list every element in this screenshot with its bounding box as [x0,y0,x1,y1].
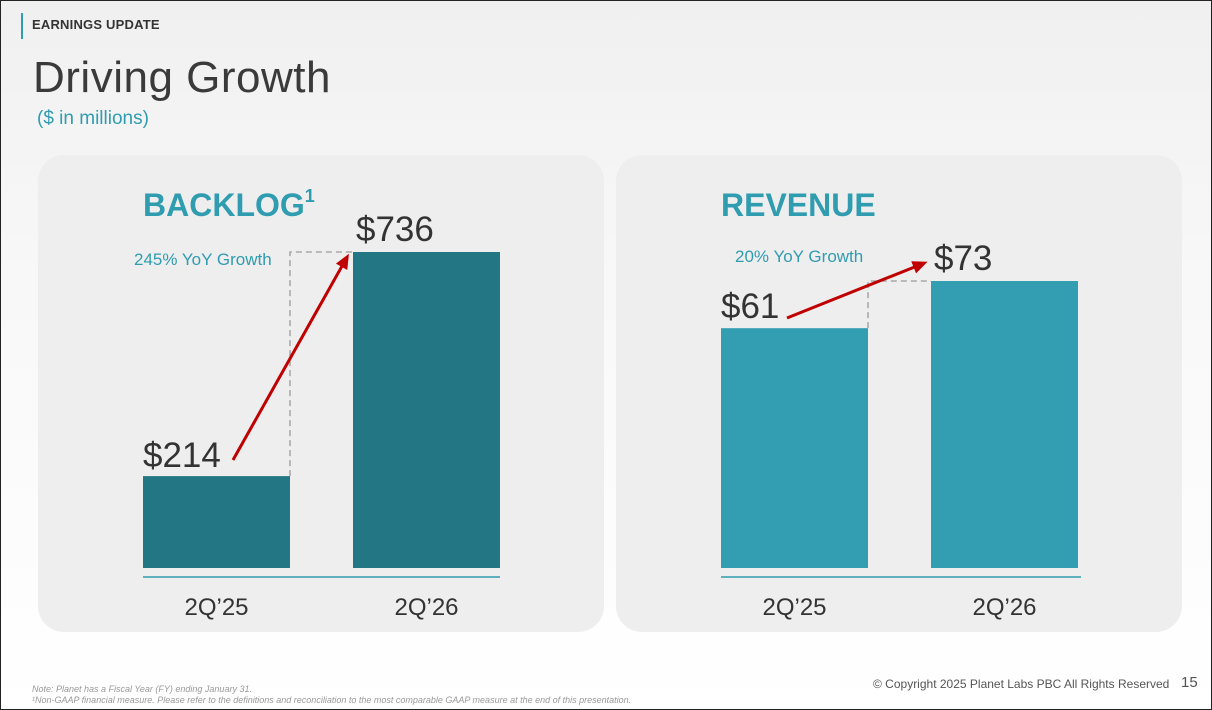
backlog-title-superscript: 1 [305,186,315,206]
footnote-non-gaap: ¹Non-GAAP financial measure. Please refe… [32,695,632,705]
revenue-bar-1 [721,328,868,568]
footnote-fiscal-year: Note: Planet has a Fiscal Year (FY) endi… [32,684,252,694]
revenue-chart-title: REVENUE [721,187,876,223]
page-title: Driving Growth [33,53,331,102]
backlog-bar-1 [143,476,290,568]
revenue-dashed-guide [867,280,931,329]
revenue-growth-label: 20% YoY Growth [735,247,863,266]
backlog-dashed-guide [289,251,353,477]
revenue-value-label-1: $61 [721,287,779,326]
revenue-bar-2 [931,281,1078,568]
revenue-panel: REVENUE 20% YoY Growth $61 2Q’25 $73 2Q’26 [616,155,1182,632]
backlog-chart: BACKLOG1 245% YoY Growth $214 2Q’25 $736 2Q… [134,186,500,621]
backlog-category-label-2: 2Q’26 [394,594,458,621]
revenue-value-label-2: $73 [934,239,992,278]
backlog-panel: BACKLOG1 245% YoY Growth $214 2Q’25 $736 2Q… [38,155,604,632]
backlog-category-label-1: 2Q’25 [184,594,248,621]
page-number: 15 [1181,674,1198,691]
backlog-bar-2 [353,252,500,568]
section-tag: EARNINGS UPDATE [21,13,160,39]
backlog-chart-title: BACKLOG1 [143,186,315,223]
revenue-category-label-2: 2Q’26 [972,594,1036,621]
revenue-growth-arrow [786,262,923,320]
backlog-growth-arrow [231,258,348,461]
revenue-growth-arrowhead [911,261,928,274]
revenue-chart: REVENUE 20% YoY Growth $61 2Q’25 $73 2Q’26 [721,187,1081,621]
page-subtitle: ($ in millions) [37,108,149,129]
backlog-growth-label: 245% YoY Growth [134,250,272,269]
backlog-value-label-2: $736 [356,210,434,249]
backlog-value-label-1: $214 [143,436,221,475]
copyright: © Copyright 2025 Planet Labs PBC All Rig… [873,677,1170,691]
backlog-growth-arrowhead [335,253,349,271]
revenue-category-label-1: 2Q’25 [762,594,826,621]
